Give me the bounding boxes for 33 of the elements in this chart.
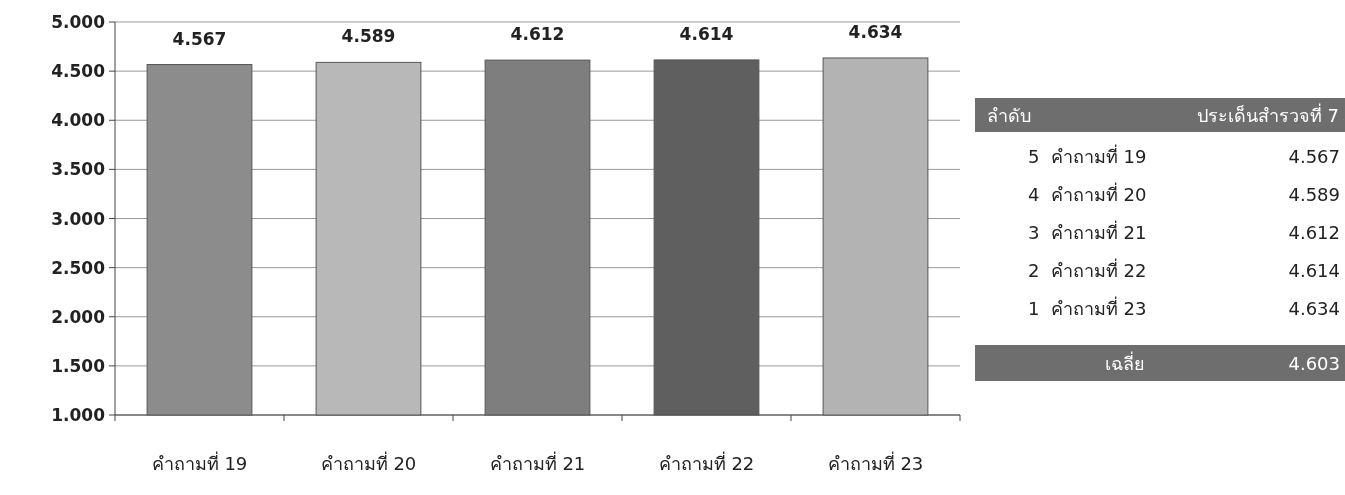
x-tick-label: คำถามที่ 20	[320, 451, 417, 474]
text: 4.634	[1288, 298, 1340, 319]
data-label: 4.612	[510, 24, 565, 45]
text: ลำดับ	[987, 105, 1031, 126]
y-tick-label: 2.500	[51, 257, 106, 278]
text: 3 คำถามที่ 21	[1028, 220, 1147, 243]
text: ประเด็นสำรวจที่ 7	[1196, 103, 1339, 126]
x-tick-label: คำถามที่ 23	[827, 451, 924, 474]
y-tick-label: 1.000	[51, 405, 106, 425]
text: 4.614	[1288, 260, 1340, 281]
text: 5 คำถามที่ 19	[1028, 144, 1147, 167]
text: 4.603	[1288, 353, 1340, 374]
x-tick-label: คำถามที่ 19	[151, 451, 248, 474]
text: 4.612	[1288, 222, 1340, 243]
data-label: 4.589	[341, 26, 396, 47]
text: 4.589	[1288, 184, 1340, 205]
data-label: 4.634	[848, 21, 903, 42]
y-tick-label: 3.500	[51, 159, 106, 180]
text: 4.567	[1288, 146, 1340, 167]
x-tick-label: คำถามที่ 22	[658, 451, 755, 474]
text: 1 คำถามที่ 23	[1028, 296, 1147, 319]
y-tick-label: 4.000	[51, 110, 106, 131]
text: 4 คำถามที่ 20	[1028, 182, 1147, 205]
x-tick-label: คำถามที่ 21	[489, 451, 586, 474]
y-tick-label: 1.500	[51, 355, 106, 376]
data-label: 4.614	[679, 23, 734, 44]
text: เฉลี่ย	[1105, 351, 1145, 374]
y-tick-label: 4.500	[51, 61, 106, 82]
data-label: 4.567	[172, 28, 227, 49]
text: 2 คำถามที่ 22	[1028, 258, 1147, 281]
y-tick-label: 3.000	[51, 208, 106, 229]
y-tick-label: 5.000	[51, 12, 106, 32]
y-tick-label: 2.000	[51, 306, 106, 327]
